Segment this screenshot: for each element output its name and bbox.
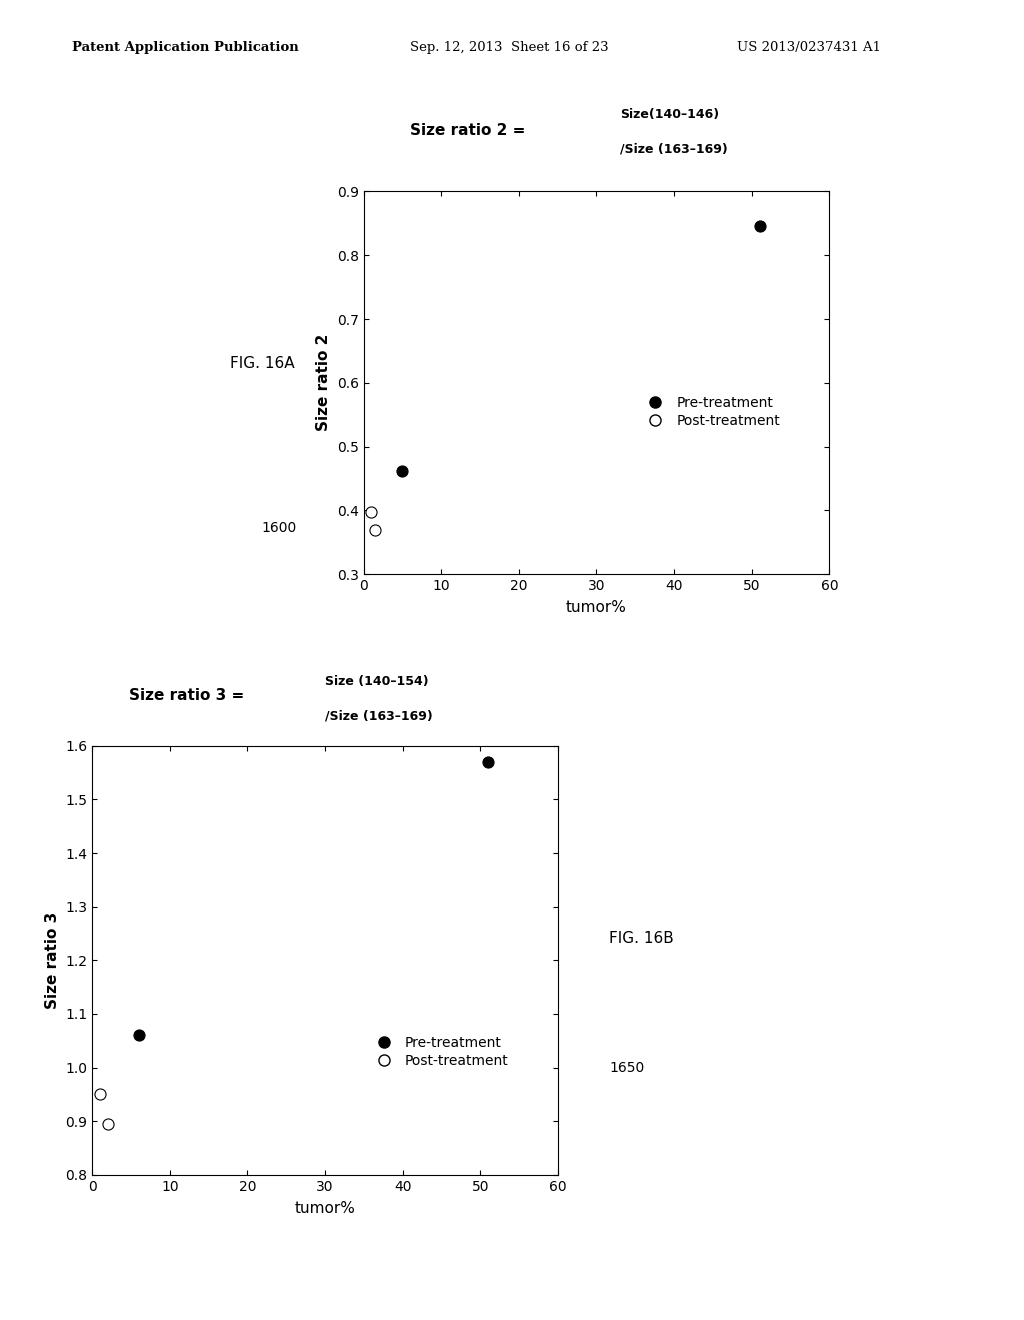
Point — [394, 461, 411, 482]
Y-axis label: Size ratio 3: Size ratio 3 — [45, 912, 59, 1008]
Text: Sep. 12, 2013  Sheet 16 of 23: Sep. 12, 2013 Sheet 16 of 23 — [410, 41, 608, 54]
Legend: Pre-treatment, Post-treatment: Pre-treatment, Post-treatment — [636, 389, 785, 433]
Text: Size ratio 3 =: Size ratio 3 = — [129, 688, 250, 702]
Text: Size ratio 2 =: Size ratio 2 = — [410, 123, 530, 137]
X-axis label: tumor%: tumor% — [566, 601, 627, 615]
Text: US 2013/0237431 A1: US 2013/0237431 A1 — [737, 41, 882, 54]
Point — [364, 502, 380, 523]
Text: /Size (163–169): /Size (163–169) — [620, 143, 727, 154]
Text: FIG. 16A: FIG. 16A — [230, 356, 295, 371]
Text: /Size (163–169): /Size (163–169) — [326, 709, 433, 722]
Point — [752, 216, 768, 238]
Point — [99, 1113, 116, 1134]
Legend: Pre-treatment, Post-treatment: Pre-treatment, Post-treatment — [365, 1030, 514, 1073]
Text: 1650: 1650 — [609, 1060, 644, 1074]
Point — [92, 1084, 109, 1105]
Point — [367, 519, 383, 540]
Text: 1600: 1600 — [261, 521, 296, 536]
X-axis label: tumor%: tumor% — [295, 1201, 355, 1216]
Text: Patent Application Publication: Patent Application Publication — [72, 41, 298, 54]
Point — [131, 1024, 147, 1045]
Point — [480, 751, 497, 772]
Text: FIG. 16B: FIG. 16B — [609, 932, 674, 946]
Text: Size (140–154): Size (140–154) — [326, 675, 429, 688]
Y-axis label: Size ratio 2: Size ratio 2 — [316, 334, 331, 432]
Text: Size(140–146): Size(140–146) — [620, 108, 719, 120]
